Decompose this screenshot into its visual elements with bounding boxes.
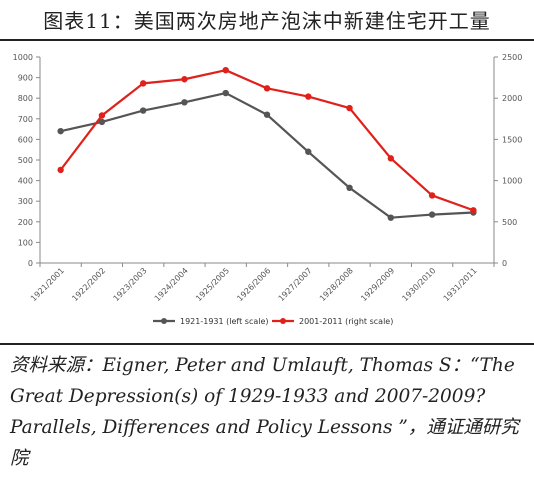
right-tick-label: 1500 — [502, 135, 522, 144]
series-1-point — [222, 89, 229, 97]
chart-legend: 1921-1931 (left scale) 2001-2011 (right s… — [153, 317, 393, 326]
series-lines — [59, 69, 474, 219]
series-2-point — [470, 207, 477, 214]
x-tick-label: 1923/2003 — [112, 266, 149, 303]
right-axis-ticks: 0 500 1000 1500 2000 2500 — [494, 53, 522, 268]
series-2-point — [139, 80, 147, 87]
x-axis-ticks: 1921/2001 1922/2002 1923/2003 1924/2004 1925… — [29, 263, 495, 303]
source-organization: 通证通研究院 — [10, 417, 519, 469]
series-1-point — [387, 214, 395, 221]
series-2-point — [305, 93, 312, 100]
title-divider — [0, 39, 534, 41]
legend-swatch-marker-1 — [161, 318, 167, 324]
series-1-point — [428, 211, 436, 218]
left-tick-label: 700 — [18, 115, 33, 124]
source-text: Eigner, Peter and Umlauft, Thomas S：“The… — [10, 355, 515, 438]
series-2-point — [98, 112, 106, 119]
series-2-point — [57, 166, 64, 174]
source-note: 资料来源：Eigner, Peter and Umlauft, Thomas S… — [10, 350, 528, 474]
left-tick-label: 100 — [18, 238, 33, 247]
series-2-point — [346, 104, 353, 112]
left-tick-label: 400 — [18, 177, 33, 186]
left-tick-label: 600 — [18, 135, 33, 144]
source-divider — [0, 343, 534, 345]
x-tick-label: 1929/2009 — [359, 266, 396, 303]
left-axis-ticks: 0 100 200 300 400 500 600 700 800 900 1000 — [13, 53, 40, 268]
left-tick-label: 500 — [18, 156, 33, 165]
series-2-point — [387, 155, 395, 162]
series-1-point — [305, 148, 312, 155]
left-tick-label: 1000 — [13, 53, 33, 62]
left-tick-label: 800 — [18, 94, 33, 103]
x-tick-label: 1924/2004 — [153, 266, 190, 303]
series-1-point — [346, 184, 353, 192]
x-tick-label: 1922/2002 — [70, 266, 107, 303]
x-tick-label: 1930/2010 — [400, 266, 437, 303]
right-tick-label: 2000 — [502, 94, 522, 103]
source-label: 资料来源： — [10, 355, 103, 376]
legend-swatch-marker-2 — [280, 318, 286, 324]
right-tick-label: 500 — [502, 218, 517, 227]
right-tick-label: 0 — [502, 259, 507, 268]
series-2-point — [181, 76, 188, 83]
series-2-point — [222, 66, 229, 74]
x-tick-label: 1927/2007 — [277, 266, 314, 303]
left-tick-label: 300 — [18, 197, 33, 206]
x-tick-label: 1925/2005 — [194, 266, 231, 303]
left-tick-label: 900 — [18, 74, 33, 83]
series-1-point — [98, 118, 106, 126]
line-chart: 0 100 200 300 400 500 600 700 800 900 1000 0 500 100… — [13, 53, 523, 326]
figure-title: 图表11：美国两次房地产泡沫中新建住宅开工量 — [43, 9, 491, 33]
series-1-point — [139, 107, 147, 114]
left-tick-label: 0 — [28, 259, 33, 268]
x-tick-label: 1928/2008 — [318, 266, 355, 303]
x-tick-label: 1926/2006 — [235, 266, 272, 303]
series-points — [57, 66, 477, 221]
series-1-point — [57, 127, 64, 135]
series-2-point — [428, 192, 436, 199]
left-tick-label: 200 — [18, 218, 33, 227]
legend-label-1: 1921-1931 (left scale) — [180, 317, 269, 326]
x-tick-label: 1921/2001 — [29, 266, 66, 303]
series-1-point — [263, 111, 271, 118]
right-tick-label: 1000 — [502, 177, 522, 186]
x-tick-label: 1931/2011 — [442, 266, 479, 303]
legend-label-2: 2001-2011 (right scale) — [299, 317, 393, 326]
right-tick-label: 2500 — [502, 53, 522, 62]
series-2-point — [263, 85, 271, 92]
series-1-point — [181, 99, 188, 106]
